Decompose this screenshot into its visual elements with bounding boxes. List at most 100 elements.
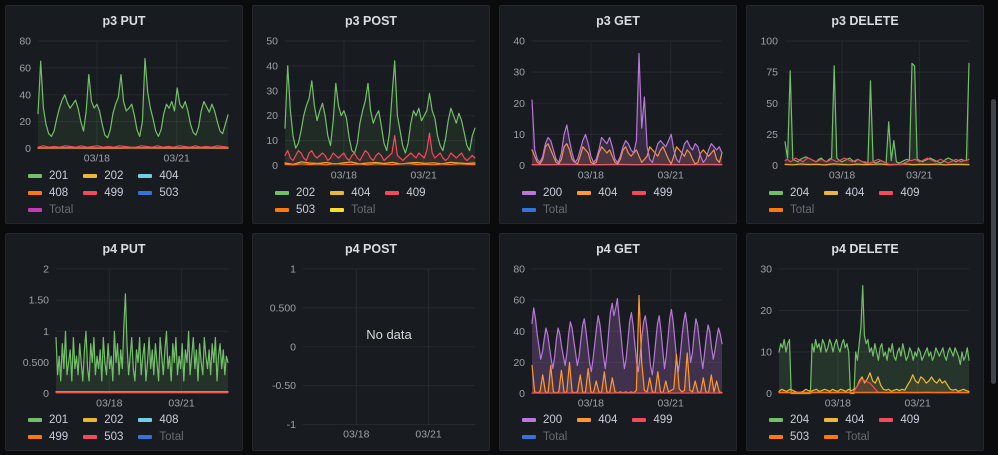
legend-item-499[interactable]: 499 [632,186,673,200]
x-tick-label: 03/18 [331,170,357,182]
legend-swatch [138,173,153,178]
panel-title[interactable]: p3 POST [344,14,398,28]
panel-title[interactable]: p4 GET [596,241,640,256]
series-area-409 [285,133,475,166]
legend: 201 202 408 499 503 Total [14,410,234,444]
panel-title[interactable]: p4 POST [344,241,398,256]
legend-item-total[interactable]: Total [824,430,869,444]
legend-item-499[interactable]: 499 [632,413,673,427]
panel-p3-post: p3 POST 0 10 20 30 40 50 03/18 03/21 202 404 409 5… [252,5,490,224]
panel-title[interactable]: p3 DELETE [831,14,899,28]
legend-item-202[interactable]: 202 [83,413,123,427]
legend: 200 404 499 Total [508,183,728,217]
legend-swatch [138,435,153,439]
time-series-chart[interactable]: 0 10 20 30 03/18 03/21 [755,258,975,411]
legend-swatch [632,418,647,422]
series-line-204 [784,62,970,164]
legend-item-404[interactable]: 404 [824,413,864,427]
legend-item-200[interactable]: 200 [522,413,562,427]
y-tick-label: 20 [513,98,525,110]
legend-item-503[interactable]: 503 [138,186,179,200]
legend-label: 404 [351,186,371,199]
scrollbar-thumb[interactable] [991,99,996,384]
legend-item-404[interactable]: 404 [824,186,864,200]
legend-item-408[interactable]: 408 [28,186,68,200]
legend-swatch [879,190,894,195]
no-data-label: No data [366,326,412,341]
legend-swatch [330,190,345,195]
panel-title[interactable]: p4 DELETE [831,241,899,256]
y-tick-label: 40 [266,60,278,72]
panel-title[interactable]: p3 GET [596,14,640,28]
legend-label: 201 [49,169,69,182]
series-area-200 [532,53,722,166]
legend-label: 204 [790,186,810,199]
legend-item-total[interactable]: Total [330,203,375,217]
legend-swatch [577,190,592,195]
legend-swatch [385,190,400,195]
y-tick-label: 30 [266,85,278,97]
time-series-chart[interactable]: 0 25 50 75 100 03/18 03/21 [755,30,975,183]
series-area-409 [779,378,969,393]
legend-label: 408 [159,414,179,426]
y-tick-label: 10 [760,346,772,358]
legend-item-499[interactable]: 499 [83,186,123,200]
time-series-chart[interactable]: -1 -0.50 0 0.500 1 03/18 03/21 No data [261,258,481,442]
legend-item-503[interactable]: 503 [275,203,315,217]
legend-item-202[interactable]: 202 [275,186,315,200]
legend-item-404[interactable]: 404 [577,186,617,200]
time-series-chart[interactable]: 0 0.500 1 1.50 2 03/18 03/21 [14,258,234,411]
y-tick-label: 60 [513,294,525,306]
time-series-chart[interactable]: 0 10 20 30 40 03/18 03/21 [508,30,728,183]
legend-item-total[interactable]: Total [138,430,184,444]
legend-item-204[interactable]: 204 [769,186,809,200]
x-tick-label: 03/21 [906,170,932,182]
legend-item-202[interactable]: 202 [83,169,123,183]
legend-item-404[interactable]: 404 [330,186,370,200]
panel-title[interactable]: p3 PUT [102,14,146,28]
legend-item-total[interactable]: Total [769,203,814,217]
legend-item-409[interactable]: 409 [879,413,920,427]
panel-title[interactable]: p4 PUT [102,241,146,256]
legend-label: 404 [598,186,618,199]
legend-item-201[interactable]: 201 [28,169,68,183]
legend-item-total[interactable]: Total [522,430,567,444]
legend-item-204[interactable]: 204 [769,413,809,427]
legend-label: 409 [900,186,920,199]
legend-item-404[interactable]: 404 [138,169,179,183]
legend: 200 404 499 Total [508,410,728,444]
legend-item-total[interactable]: Total [522,203,567,217]
legend-item-409[interactable]: 409 [385,186,426,200]
time-series-chart[interactable]: 0 20 40 60 80 03/18 03/21 [508,258,728,411]
series-area-201 [56,293,228,393]
legend-item-503[interactable]: 503 [83,430,123,444]
series-line-201 [55,292,229,382]
legend-item-409[interactable]: 409 [879,186,920,200]
series-line-204 [778,284,970,394]
time-series-chart[interactable]: 0 10 20 30 40 50 03/18 03/21 [261,30,481,183]
legend-swatch [824,418,839,422]
y-tick-label: 25 [766,129,778,141]
legend-label: 200 [543,186,563,199]
y-tick-label: 0.500 [23,356,49,368]
series-line-404 [531,143,723,165]
panel-p3-get: p3 GET 0 10 20 30 40 03/18 03/21 200 404 499 Tota… [499,5,737,224]
y-tick-label: 0.500 [270,302,296,314]
time-series-chart[interactable]: 0 20 40 60 80 03/18 03/21 [14,30,234,166]
legend-item-201[interactable]: 201 [28,413,68,427]
legend-label: Total [351,203,376,216]
legend-swatch [83,173,98,178]
legend-label: Total [543,431,568,443]
panel-p4-get: p4 GET 0 20 40 60 80 03/18 03/21 200 404 499 Tota… [499,232,737,451]
legend-item-total[interactable]: Total [28,203,73,217]
legend-item-503[interactable]: 503 [769,430,809,444]
legend-item-408[interactable]: 408 [138,413,179,427]
y-tick-label: 2 [43,263,49,275]
legend-item-404[interactable]: 404 [577,413,617,427]
y-tick-label: 0 [43,388,49,400]
legend-item-200[interactable]: 200 [522,186,562,200]
y-tick-label: 30 [513,67,525,79]
legend-label: 408 [49,186,69,199]
legend-label: 409 [900,414,920,426]
legend-item-499[interactable]: 499 [28,430,68,444]
